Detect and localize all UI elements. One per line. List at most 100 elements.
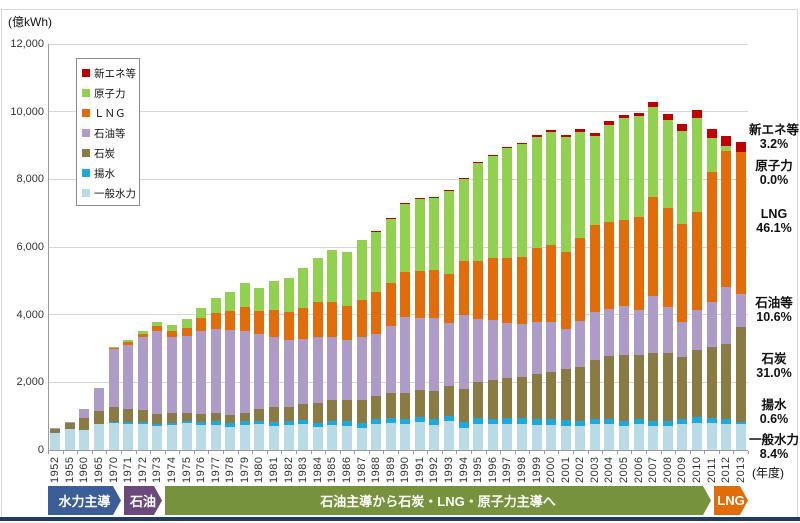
x-tick-label-2010: 2010 [690, 456, 703, 483]
legend-item-label: 一般水力 [94, 187, 136, 200]
legend-item-label: 原子力 [94, 87, 126, 100]
bar-1992-石油等 [429, 318, 440, 392]
bar-1984-ＬＮＧ [312, 302, 323, 337]
bar-1995-石油等 [473, 318, 484, 382]
bar-1989-一般水力 [385, 422, 396, 450]
bar-1981-原子力 [269, 280, 280, 310]
x-tick-label-1981: 1981 [268, 456, 281, 483]
bar-2004-ＬＮＧ [604, 221, 615, 310]
x-tick-label-1987: 1987 [355, 456, 368, 483]
bar-1975-石油等 [181, 335, 192, 413]
era-band: 石油主導から石炭・LNG・原子力主導へ [165, 486, 711, 515]
x-tick-mark [441, 451, 443, 454]
bar-1976-石油等 [196, 330, 207, 414]
bar-1999-石油等 [531, 321, 542, 375]
bar-1996-新エネ等 [487, 154, 498, 156]
bar-2006-新エネ等 [633, 112, 644, 117]
bar-1990-石炭 [400, 392, 411, 419]
bar-1999-石炭 [531, 374, 542, 419]
x-tick-mark [456, 451, 458, 454]
x-tick-mark [470, 451, 472, 454]
bar-1979-石炭 [239, 413, 250, 422]
bar-1978-ＬＮＧ [225, 310, 236, 331]
bar-1973-一般水力 [152, 426, 163, 450]
bar-1974-ＬＮＧ [166, 331, 177, 337]
bar-1990-原子力 [400, 203, 411, 272]
x-tick-mark [77, 451, 79, 454]
bar-1981-ＬＮＧ [269, 309, 280, 337]
bar-2006-原子力 [633, 116, 644, 217]
bar-1987-ＬＮＧ [356, 300, 367, 338]
bar-2008-石油等 [662, 306, 673, 353]
bar-1952-一般水力 [50, 433, 61, 450]
bar-1987-石油等 [356, 337, 367, 401]
bar-1992-石炭 [429, 391, 440, 420]
bar-1973-ＬＮＧ [152, 325, 163, 331]
bar-2011-新エネ等 [706, 129, 717, 138]
x-tick-mark [150, 451, 152, 454]
bar-2003-石油等 [589, 311, 600, 360]
era-band: LNG [714, 486, 748, 515]
bar-1960-石油等 [79, 408, 90, 418]
bar-1997-揚水 [502, 417, 513, 424]
x-axis-line [48, 450, 748, 451]
bar-1965-一般水力 [94, 424, 105, 450]
bar-2005-新エネ等 [619, 114, 630, 119]
bar-1971-石炭 [123, 409, 134, 422]
x-tick-label-2003: 2003 [588, 456, 601, 483]
x-tick-mark [689, 451, 691, 454]
bar-2000-揚水 [546, 419, 557, 425]
bar-1974-石油等 [166, 336, 177, 414]
一般水力-swatch-icon [82, 189, 90, 197]
bar-1986-揚水 [341, 421, 352, 426]
bar-2005-ＬＮＧ [619, 220, 630, 306]
bar-2007-石油等 [648, 296, 659, 353]
bar-1975-原子力 [181, 319, 192, 329]
bar-1993-揚水 [444, 416, 455, 422]
x-tick-mark [675, 451, 677, 454]
legend: 新エネ等 原子力 ＬＮＧ 石油等 石炭 揚水 一般水力 [76, 58, 140, 206]
bar-1970-原子力 [108, 346, 119, 348]
y-tick-label: 0 [37, 444, 44, 456]
bar-1978-石油等 [225, 330, 236, 416]
bar-2007-石炭 [648, 352, 659, 421]
bar-1970-ＬＮＧ [108, 347, 119, 349]
bar-1976-揚水 [196, 421, 207, 425]
bar-1998-新エネ等 [516, 142, 527, 145]
bar-1993-原子力 [444, 190, 455, 275]
gridline-8,000 [48, 178, 748, 180]
bar-2001-石油等 [560, 328, 571, 370]
bar-2000-ＬＮＧ [546, 244, 557, 323]
bar-1972-一般水力 [137, 423, 148, 450]
gridline-2,000 [48, 381, 748, 383]
bar-2010-ＬＮＧ [691, 212, 702, 310]
x-tick-label-1974: 1974 [165, 456, 178, 483]
bar-1982-原子力 [283, 277, 294, 313]
x-tick-mark [62, 451, 64, 454]
石油等-swatch-icon [82, 129, 90, 137]
x-tick-mark [485, 451, 487, 454]
bar-2012-石油等 [721, 286, 732, 345]
bar-1998-原子力 [516, 144, 527, 258]
bar-1992-原子力 [429, 197, 440, 271]
bar-2003-石炭 [589, 359, 600, 419]
x-tick-mark [427, 451, 429, 454]
x-tick-label-1965: 1965 [93, 456, 106, 483]
share-value-石油等: 10.6% [756, 310, 792, 324]
bar-2011-石炭 [706, 347, 717, 418]
bar-1984-石炭 [312, 403, 323, 423]
x-tick-mark [733, 451, 735, 454]
figure-border-right [797, 9, 798, 518]
bar-2012-原子力 [721, 145, 732, 152]
bar-1979-原子力 [239, 282, 250, 307]
bar-2013-石炭 [735, 326, 746, 423]
bar-1965-石油等 [94, 387, 105, 412]
bar-1984-揚水 [312, 422, 323, 427]
bar-1990-石油等 [400, 316, 411, 393]
x-tick-label-1976: 1976 [195, 456, 208, 483]
bar-2012-ＬＮＧ [721, 151, 732, 287]
figure-border-top [1, 9, 798, 10]
bar-1976-原子力 [196, 307, 207, 319]
bar-1977-一般水力 [210, 424, 221, 450]
x-tick-label-1984: 1984 [311, 456, 324, 483]
